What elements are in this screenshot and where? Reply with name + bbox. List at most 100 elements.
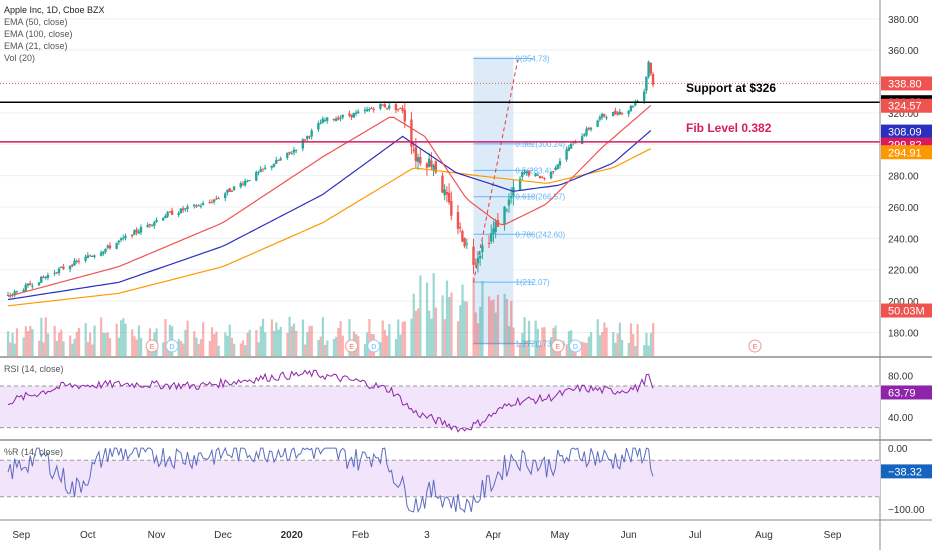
- candle-body: [587, 128, 590, 130]
- dividend-marker[interactable]: [165, 339, 179, 353]
- volume-bar: [598, 335, 602, 356]
- volume-bar: [472, 277, 475, 356]
- volume-bar: [244, 345, 247, 356]
- volume-bar: [476, 323, 480, 356]
- volume-bar: [417, 308, 420, 356]
- volume-bar: [255, 330, 258, 356]
- volume-bar: [363, 344, 367, 356]
- candle-body: [91, 255, 94, 257]
- candle-body: [71, 264, 74, 267]
- volume-bar: [527, 320, 531, 356]
- williams-r-pane[interactable]: 0.00 −100.00 −38.32: [0, 444, 932, 516]
- time-axis[interactable]: Sep Oct Nov Dec 2020 Feb 3 Apr May Jun Jul Aug Sep: [12, 530, 842, 541]
- candle-body: [239, 183, 242, 188]
- rsi-pane[interactable]: 40.00 80.00 63.79: [0, 369, 932, 433]
- volume-bar: [410, 318, 413, 356]
- volume-bar: [523, 317, 526, 356]
- candle-body: [139, 227, 143, 233]
- volume-bar: [304, 344, 307, 356]
- dividend-marker[interactable]: [367, 339, 381, 353]
- candle-body: [649, 62, 653, 74]
- volume-bar: [419, 275, 422, 356]
- candle-body: [651, 74, 655, 85]
- volume-bar: [239, 343, 242, 356]
- earnings-marker[interactable]: [145, 339, 159, 353]
- volume-bar: [488, 296, 491, 356]
- candle-body: [31, 285, 34, 287]
- indicator-ema50[interactable]: EMA (50, close): [4, 17, 68, 27]
- candle-body: [445, 191, 449, 195]
- volume-bar: [337, 328, 340, 356]
- volume-bar: [193, 331, 196, 356]
- volume-bar: [73, 338, 76, 356]
- candle-body: [22, 290, 25, 292]
- candle-body: [257, 171, 260, 173]
- earnings-marker[interactable]: [551, 339, 565, 353]
- volume-bar: [210, 327, 214, 356]
- candle-body: [381, 104, 384, 106]
- candle-body: [569, 144, 573, 149]
- ema100-line: [7, 148, 652, 307]
- candle-body: [558, 161, 562, 166]
- volume-bar: [62, 341, 65, 356]
- price-badge: [881, 124, 932, 139]
- candle-body: [286, 152, 289, 158]
- candle-body: [275, 159, 278, 164]
- volume-bar: [139, 337, 143, 356]
- volume-bar: [632, 334, 635, 356]
- candle-body: [634, 101, 637, 106]
- candle-body: [99, 252, 103, 256]
- candle-body: [15, 291, 19, 293]
- candle-body: [631, 105, 635, 107]
- candle-body: [272, 163, 276, 167]
- rsi-band: [0, 386, 880, 428]
- candle-body: [226, 189, 229, 193]
- candle-body: [148, 224, 152, 226]
- volume-bar: [348, 319, 351, 356]
- volume-bar: [108, 338, 112, 356]
- price-axis-tick: 360.00: [888, 46, 919, 57]
- volume-bar: [587, 336, 590, 356]
- volume-bar: [341, 335, 344, 356]
- time-axis-label: Aug: [755, 530, 773, 541]
- candle-body: [416, 157, 420, 162]
- volume-bar: [137, 325, 140, 356]
- candle-body: [618, 111, 621, 115]
- candle-body: [115, 242, 118, 249]
- volume-bar: [319, 336, 322, 356]
- williams-r-legend[interactable]: %R (14, close): [4, 447, 64, 457]
- volume-bar: [53, 325, 56, 356]
- ema50-line: [7, 130, 652, 301]
- candle-body: [603, 114, 606, 117]
- candle-body: [319, 122, 322, 125]
- earnings-marker[interactable]: [345, 339, 359, 353]
- candle-body: [339, 117, 342, 119]
- candle-body: [37, 282, 41, 286]
- volume-bar: [233, 343, 236, 356]
- candle-body: [88, 255, 92, 257]
- earnings-marker[interactable]: [748, 339, 762, 353]
- volume-bar: [335, 336, 338, 356]
- volume-bar: [465, 301, 469, 356]
- volume-bar: [241, 340, 245, 356]
- dividend-marker[interactable]: [568, 339, 582, 353]
- candle-body: [215, 198, 218, 200]
- price-badge-label: 50.03M: [888, 306, 925, 318]
- candle-body: [461, 231, 464, 242]
- candle-body: [228, 188, 231, 192]
- candle-body: [201, 203, 205, 206]
- volume-bar: [115, 323, 118, 356]
- volume-bar: [272, 331, 276, 356]
- indicator-ema100[interactable]: EMA (100, close): [4, 29, 73, 39]
- rsi-legend[interactable]: RSI (14, close): [4, 364, 64, 374]
- candle-body: [13, 291, 16, 296]
- indicator-ema21[interactable]: EMA (21, close): [4, 41, 68, 51]
- indicator-volume[interactable]: Vol (20): [4, 53, 36, 63]
- volume-bar: [195, 337, 198, 356]
- price-axis-tick: 220.00: [888, 266, 919, 277]
- volume-bar: [425, 282, 429, 356]
- candle-body: [53, 272, 56, 274]
- volume-bar: [621, 339, 624, 356]
- candle-body: [419, 157, 422, 164]
